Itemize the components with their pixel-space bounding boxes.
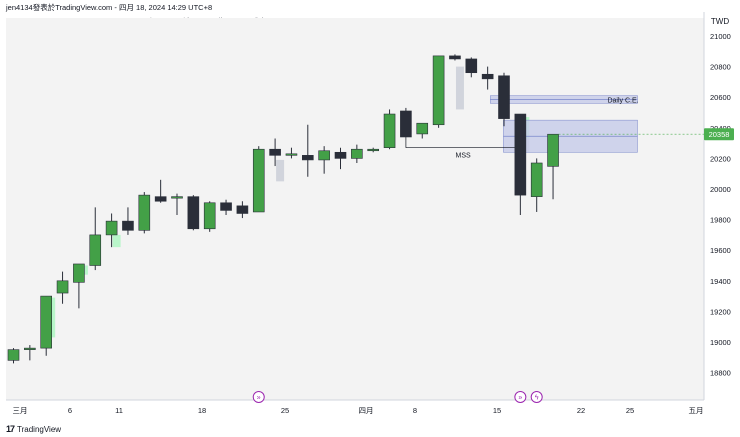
candle-body bbox=[514, 113, 527, 196]
candle-body bbox=[154, 196, 167, 202]
candle-body bbox=[171, 196, 183, 199]
x-tick-label: 四月 bbox=[359, 406, 374, 415]
candle-body bbox=[432, 55, 445, 126]
event-arrow-icon bbox=[252, 391, 265, 403]
event-bolt-icon: ϟ bbox=[535, 395, 539, 402]
last-price-tag bbox=[704, 128, 734, 141]
publish-info: jen4134發表於TradingView.com - 四月 18, 2024 … bbox=[6, 3, 213, 12]
candle-body bbox=[220, 202, 232, 211]
candle-body bbox=[187, 196, 200, 230]
candle-body bbox=[122, 220, 134, 231]
x-tick-label: 五月 bbox=[689, 406, 704, 415]
candle-body bbox=[449, 55, 461, 60]
candle-body bbox=[301, 155, 314, 161]
candle-body bbox=[383, 113, 396, 148]
x-tick-label: 18 bbox=[198, 406, 206, 415]
candle-body bbox=[318, 150, 330, 161]
last-price-label: 20358 bbox=[709, 130, 730, 139]
candle-body bbox=[7, 349, 20, 361]
candle-body bbox=[56, 280, 69, 294]
candle-body bbox=[416, 122, 429, 135]
x-tick-label: 15 bbox=[493, 406, 501, 415]
fvg-box bbox=[276, 159, 285, 182]
event-arrow-icon bbox=[514, 391, 527, 403]
candle-body bbox=[138, 194, 151, 231]
candle-body bbox=[530, 162, 543, 197]
mss-label: MSS bbox=[456, 153, 472, 160]
x-tick-label: 三月 bbox=[13, 406, 28, 415]
event-arrow-icon: » bbox=[518, 395, 522, 402]
candle-body bbox=[547, 133, 559, 167]
candle-body bbox=[105, 220, 118, 236]
candle-body bbox=[236, 205, 249, 214]
event-bolt-icon bbox=[530, 391, 543, 403]
candle-body bbox=[351, 148, 363, 159]
candle-body bbox=[285, 153, 298, 156]
x-tick-label: 25 bbox=[626, 406, 634, 415]
candle-body bbox=[40, 295, 53, 349]
candle-body bbox=[465, 58, 478, 74]
fvg-box bbox=[112, 234, 121, 248]
zone-label: Daily C.E. bbox=[607, 97, 638, 104]
y-tick-label: 20200 bbox=[710, 154, 731, 163]
x-tick-label: 25 bbox=[281, 406, 289, 415]
x-tick-label: 11 bbox=[115, 406, 123, 415]
footer-brand: 17 TradingView bbox=[6, 424, 61, 434]
candle-body bbox=[481, 73, 494, 80]
y-tick-label: 19400 bbox=[710, 277, 731, 286]
candle-body bbox=[400, 110, 412, 138]
candle-body bbox=[498, 75, 510, 119]
candle-body bbox=[89, 234, 102, 266]
fvg-box bbox=[455, 66, 464, 110]
candle-body bbox=[73, 263, 85, 283]
y-tick-label: 19600 bbox=[710, 246, 731, 255]
x-tick-label: 8 bbox=[413, 406, 417, 415]
brand-label: TradingView bbox=[17, 424, 62, 434]
y-tick-label: 20800 bbox=[710, 63, 731, 72]
currency-label: TWD bbox=[711, 17, 729, 26]
event-arrow-icon: » bbox=[257, 395, 261, 402]
plot-area bbox=[6, 18, 704, 400]
y-tick-label: 21000 bbox=[710, 32, 731, 41]
y-tick-label: 19800 bbox=[710, 216, 731, 225]
candle-body bbox=[203, 202, 216, 230]
y-tick-label: 19200 bbox=[710, 307, 731, 316]
y-tick-label: 20000 bbox=[710, 185, 731, 194]
tradingview-logo-icon: 17 bbox=[6, 424, 15, 434]
candle-body bbox=[24, 347, 36, 350]
candle-body bbox=[252, 148, 265, 213]
y-tick-label: 20600 bbox=[710, 93, 731, 102]
candle-body bbox=[367, 148, 380, 152]
x-tick-label: 22 bbox=[577, 406, 585, 415]
x-tick-label: 6 bbox=[68, 406, 72, 415]
candle-body bbox=[269, 148, 281, 156]
y-tick-label: 18800 bbox=[710, 369, 731, 378]
candle-body bbox=[334, 151, 347, 159]
y-tick-label: 19000 bbox=[710, 338, 731, 347]
